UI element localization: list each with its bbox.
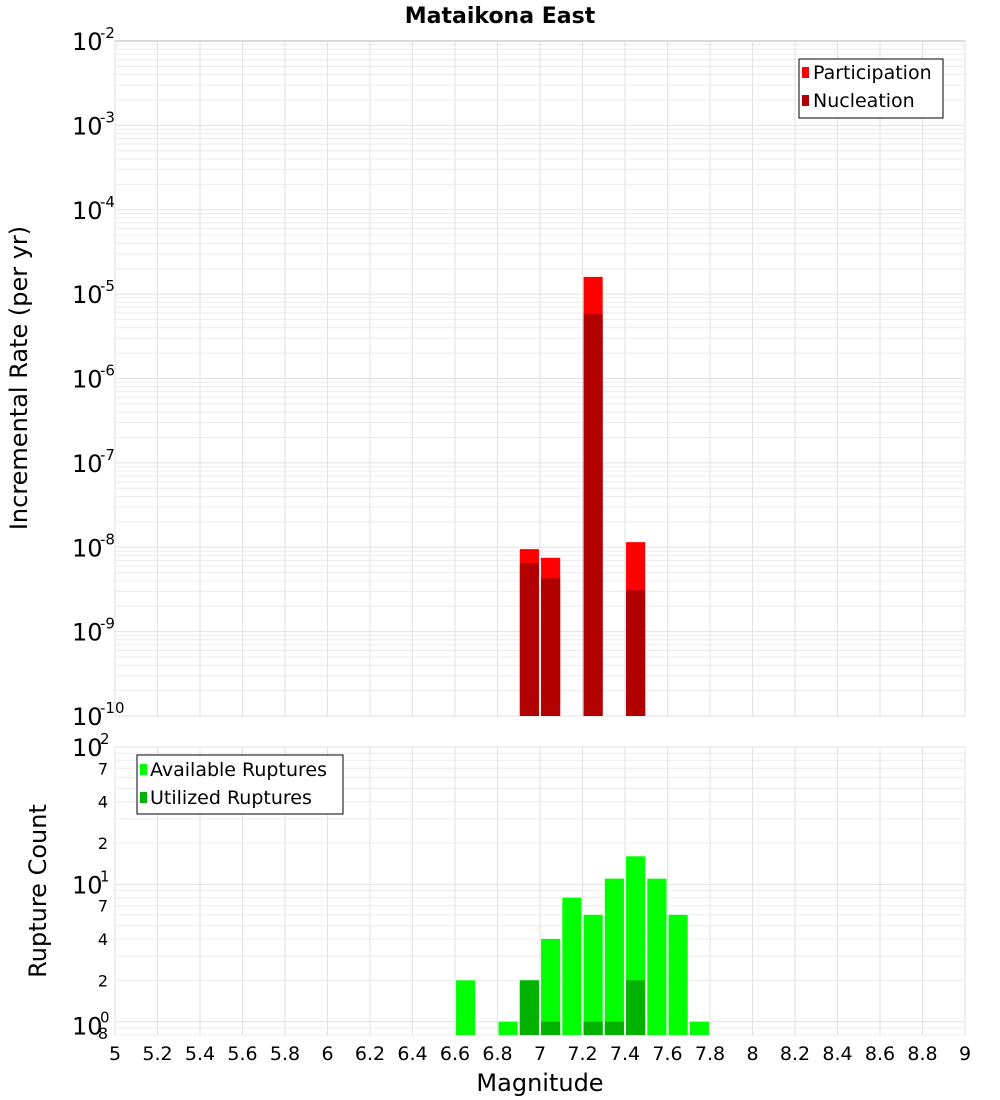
bar-available bbox=[562, 897, 582, 1035]
bar-utilized bbox=[626, 980, 646, 1035]
top-bars bbox=[519, 276, 646, 716]
x-tick-label: 8.2 bbox=[780, 1043, 810, 1065]
y-tick-exponent: -3 bbox=[100, 108, 115, 126]
legend-label-utilized: Utilized Ruptures bbox=[150, 787, 312, 809]
y-tick-label: 2 bbox=[98, 971, 108, 990]
bar-available bbox=[456, 980, 476, 1035]
y-tick-exponent: 1 bbox=[100, 867, 110, 885]
y-tick-label: 10 bbox=[72, 112, 103, 140]
bar-nucleation bbox=[583, 314, 603, 716]
x-tick-label: 5.4 bbox=[185, 1043, 215, 1065]
legend-swatch-utilized bbox=[140, 792, 147, 803]
y-tick-label: 7 bbox=[98, 897, 108, 916]
x-tick-label: 6.2 bbox=[355, 1043, 385, 1065]
y-tick-label: 8 bbox=[98, 1024, 108, 1043]
x-tick-label: 7.4 bbox=[610, 1043, 640, 1065]
bar-available bbox=[498, 1021, 518, 1035]
top-y-axis-label: Incremental Rate (per yr) bbox=[5, 226, 33, 530]
y-tick-exponent: -9 bbox=[100, 615, 115, 633]
y-tick-label: 4 bbox=[98, 930, 108, 949]
y-tick-exponent: -2 bbox=[100, 24, 115, 42]
legend-swatch-nucleation bbox=[802, 95, 809, 106]
bar-utilized bbox=[541, 1021, 561, 1035]
y-tick-label: 10 bbox=[72, 871, 103, 899]
x-tick-label: 9 bbox=[959, 1043, 971, 1065]
x-tick-label: 6.4 bbox=[397, 1043, 427, 1065]
bar-nucleation bbox=[541, 578, 561, 716]
bar-available bbox=[604, 878, 624, 1035]
top-grid bbox=[114, 41, 966, 717]
x-tick-label: 8 bbox=[746, 1043, 758, 1065]
bar-utilized bbox=[604, 1021, 624, 1035]
bottom-y-axis-label: Rupture Count bbox=[24, 804, 52, 978]
chart-title: Mataikona East bbox=[405, 4, 596, 29]
bottom-legend: Available Ruptures Utilized Ruptures bbox=[136, 754, 344, 815]
y-tick-label: 7 bbox=[98, 759, 108, 778]
legend-label-participation: Participation bbox=[813, 62, 932, 84]
y-tick-label: 10 bbox=[72, 450, 103, 478]
bar-available bbox=[647, 878, 667, 1035]
legend-label-available: Available Ruptures bbox=[150, 759, 327, 781]
y-tick-label: 10 bbox=[72, 28, 103, 56]
x-axis-label: Magnitude bbox=[476, 1069, 603, 1097]
x-tick-label: 5 bbox=[109, 1043, 121, 1065]
y-tick-exponent: -4 bbox=[100, 193, 115, 211]
legend-swatch-available bbox=[140, 764, 147, 775]
x-tick-label: 8.4 bbox=[822, 1043, 852, 1065]
x-tick-label: 5.6 bbox=[227, 1043, 257, 1065]
x-tick-label: 7 bbox=[534, 1043, 546, 1065]
y-tick-label: 10 bbox=[72, 619, 103, 647]
bar-available bbox=[689, 1021, 709, 1035]
x-tick-label: 5.2 bbox=[142, 1043, 172, 1065]
bottom-bars bbox=[456, 856, 709, 1035]
y-tick-label: 10 bbox=[72, 197, 103, 225]
legend-label-nucleation: Nucleation bbox=[813, 90, 915, 112]
y-tick-exponent: 2 bbox=[100, 730, 110, 748]
y-tick-label: 10 bbox=[72, 366, 103, 394]
bar-nucleation bbox=[626, 590, 646, 716]
x-tick-label: 7.6 bbox=[652, 1043, 682, 1065]
x-tick-label: 6.6 bbox=[440, 1043, 470, 1065]
y-tick-label: 10 bbox=[72, 703, 103, 731]
y-tick-label: 10 bbox=[72, 281, 103, 309]
x-tick-label: 8.8 bbox=[907, 1043, 937, 1065]
y-tick-exponent: -10 bbox=[100, 699, 125, 717]
legend-swatch-participation bbox=[802, 67, 809, 78]
y-tick-exponent: 0 bbox=[100, 1009, 110, 1027]
x-tick-label: 7.8 bbox=[695, 1043, 725, 1065]
x-tick-label: 5.8 bbox=[270, 1043, 300, 1065]
top-legend: Participation Nucleation bbox=[798, 58, 944, 119]
bar-utilized bbox=[583, 1021, 603, 1035]
y-tick-exponent: -8 bbox=[100, 530, 115, 548]
y-tick-exponent: -7 bbox=[100, 446, 115, 464]
bar-available bbox=[583, 914, 603, 1035]
bar-utilized bbox=[519, 980, 539, 1035]
bar-available bbox=[541, 939, 561, 1035]
top-y-ticks: 10-210-310-410-510-610-710-810-910-10 bbox=[72, 24, 125, 731]
x-ticks: 5 5.2 5.4 5.6 5.8 6 6.2 6.4 6.6 6.8 7 7.2 7.4 7.6 7.8 8… bbox=[109, 1043, 971, 1065]
y-tick-exponent: -5 bbox=[100, 277, 115, 295]
bar-available bbox=[668, 914, 688, 1035]
x-tick-label: 6 bbox=[321, 1043, 333, 1065]
x-tick-label: 6.8 bbox=[482, 1043, 512, 1065]
y-tick-label: 10 bbox=[72, 734, 103, 762]
y-tick-label: 4 bbox=[98, 793, 108, 812]
x-tick-label: 7.2 bbox=[567, 1043, 597, 1065]
y-tick-exponent: -6 bbox=[100, 362, 115, 380]
bar-nucleation bbox=[519, 563, 539, 716]
y-tick-label: 2 bbox=[98, 834, 108, 853]
x-tick-label: 8.6 bbox=[865, 1043, 895, 1065]
y-tick-label: 10 bbox=[72, 1013, 103, 1041]
y-tick-label: 10 bbox=[72, 534, 103, 562]
